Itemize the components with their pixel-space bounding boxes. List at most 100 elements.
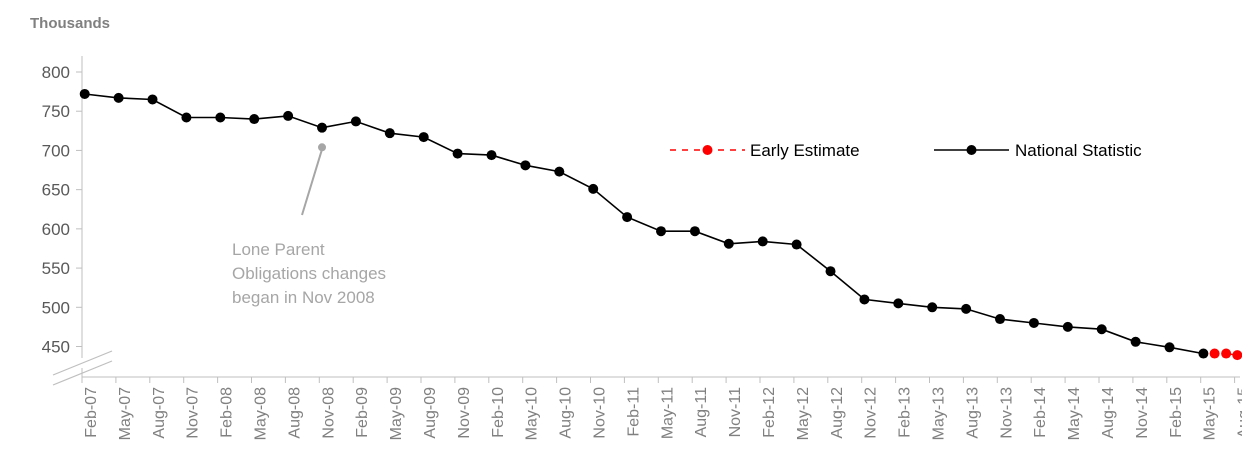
x-tick-label: Feb-13 — [897, 387, 914, 438]
x-tick-label: Nov-07 — [185, 387, 202, 439]
x-tick-label: May-07 — [117, 387, 134, 440]
x-tick-label: May-12 — [795, 387, 812, 440]
x-tick-label: May-15 — [1202, 387, 1219, 440]
x-tick-label: Aug-11 — [693, 387, 710, 438]
x-tick-label: May-08 — [252, 387, 269, 440]
series-early-estimate — [1209, 348, 1242, 361]
national-statistic-point — [486, 150, 497, 161]
y-tick-label: 450 — [42, 338, 70, 357]
y-tick-label: 800 — [42, 63, 70, 82]
national-statistic-point — [1130, 336, 1141, 347]
x-tick-label: Nov-11 — [727, 387, 744, 437]
annotation-dot — [318, 143, 327, 152]
x-tick-label: Aug-08 — [286, 387, 303, 439]
annotation: Lone Parent Obligations changes began in N… — [232, 143, 386, 307]
annotation-text: Obligations changes — [232, 264, 386, 283]
legend-label: Early Estimate — [750, 141, 860, 160]
annotation-text: Lone Parent — [232, 240, 325, 259]
national-statistic-point — [147, 94, 158, 105]
national-statistic-point — [350, 116, 361, 127]
x-tick-label: May-14 — [1066, 387, 1083, 440]
axes — [52, 56, 1240, 386]
x-tick-label: Feb-08 — [219, 387, 236, 438]
national-statistic-point — [825, 266, 836, 277]
x-tick-label: Aug-10 — [558, 387, 575, 439]
x-tick-label: Aug-15 — [1236, 387, 1242, 439]
national-statistic-point — [1062, 321, 1073, 332]
x-tick-label: May-10 — [524, 387, 541, 440]
national-statistic-point — [961, 303, 972, 314]
series-national-statistic — [79, 88, 1209, 359]
legend-label: National Statistic — [1015, 141, 1142, 160]
y-ticks: 800 750 700 650 600 550 500 450 — [42, 63, 82, 357]
y-tick-label: 700 — [42, 141, 70, 160]
national-statistic-point — [757, 236, 768, 247]
x-tick-label: Feb-07 — [83, 387, 100, 438]
national-statistic-point — [418, 132, 429, 143]
y-tick-label: 500 — [42, 298, 70, 317]
national-statistic-point — [1096, 324, 1107, 335]
national-statistic-point — [656, 226, 667, 237]
y-tick-label: 550 — [42, 259, 70, 278]
national-statistic-point — [384, 128, 395, 139]
national-statistic-point — [283, 110, 294, 121]
legend-marker — [702, 145, 713, 155]
early-estimate-point — [1209, 348, 1220, 359]
legend-marker — [966, 145, 977, 155]
x-tick-label: May-09 — [388, 387, 405, 440]
x-tick-label: Aug-13 — [964, 387, 981, 439]
national-statistic-point — [317, 122, 328, 133]
national-statistic-point — [249, 114, 260, 125]
x-tick-label: Aug-12 — [829, 387, 846, 439]
x-tick-label: Aug-09 — [422, 387, 439, 439]
y-tick-label: 650 — [42, 181, 70, 200]
x-tick-label: Feb-14 — [1032, 387, 1049, 438]
national-statistic-point — [181, 112, 192, 123]
x-tick-label: Feb-10 — [490, 387, 507, 438]
x-tick-label: May-11 — [659, 387, 676, 439]
x-tick-label: Feb-12 — [761, 387, 778, 438]
x-ticks: Feb-07 May-07 Aug-07 Nov-07 Feb-08 May-08 Aug-… — [81, 377, 1242, 440]
annotation-leader — [301, 149, 323, 216]
national-statistic-point — [1028, 317, 1039, 328]
national-statistic-point — [215, 112, 226, 123]
x-tick-label: Feb-09 — [354, 387, 371, 438]
national-statistic-point — [723, 238, 734, 249]
national-statistic-point — [893, 298, 904, 309]
x-tick-label: Feb-11 — [625, 387, 642, 437]
axis-break-mark — [52, 350, 113, 376]
national-statistic-point — [791, 239, 802, 250]
legend: Early Estimate National Statistic — [670, 141, 1142, 160]
x-tick-label: Nov-08 — [320, 387, 337, 439]
x-tick-label: Nov-14 — [1134, 387, 1151, 439]
x-tick-label: Nov-13 — [998, 387, 1015, 439]
national-statistic-point — [520, 160, 531, 171]
national-statistic-point — [452, 148, 463, 159]
x-tick-label: Nov-12 — [863, 387, 880, 439]
national-statistic-point — [927, 302, 938, 313]
national-statistic-point — [113, 92, 124, 103]
x-tick-label: Nov-09 — [456, 387, 473, 439]
axis-break-mark — [52, 360, 113, 386]
y-tick-label: 600 — [42, 220, 70, 239]
early-estimate-point — [1221, 348, 1232, 359]
x-tick-label: Nov-10 — [591, 387, 608, 439]
national-statistic-point — [79, 88, 90, 99]
x-tick-label: May-13 — [930, 387, 947, 440]
early-estimate-point — [1232, 350, 1242, 361]
national-statistic-point — [995, 314, 1006, 325]
national-statistic-point — [1198, 348, 1209, 359]
national-statistic-point — [859, 294, 870, 305]
x-tick-label: Aug-07 — [151, 387, 168, 439]
y-tick-label: 750 — [42, 102, 70, 121]
y-axis-label: Thousands — [30, 15, 110, 32]
x-tick-label: Aug-14 — [1100, 387, 1117, 439]
national-statistic-point — [1164, 342, 1175, 353]
national-statistic-point — [588, 183, 599, 194]
early-estimate-line — [1214, 352, 1242, 358]
national-statistic-point — [622, 212, 633, 223]
annotation-text: began in Nov 2008 — [232, 288, 375, 307]
national-statistic-point — [689, 226, 700, 237]
x-tick-label: Feb-15 — [1168, 387, 1185, 438]
